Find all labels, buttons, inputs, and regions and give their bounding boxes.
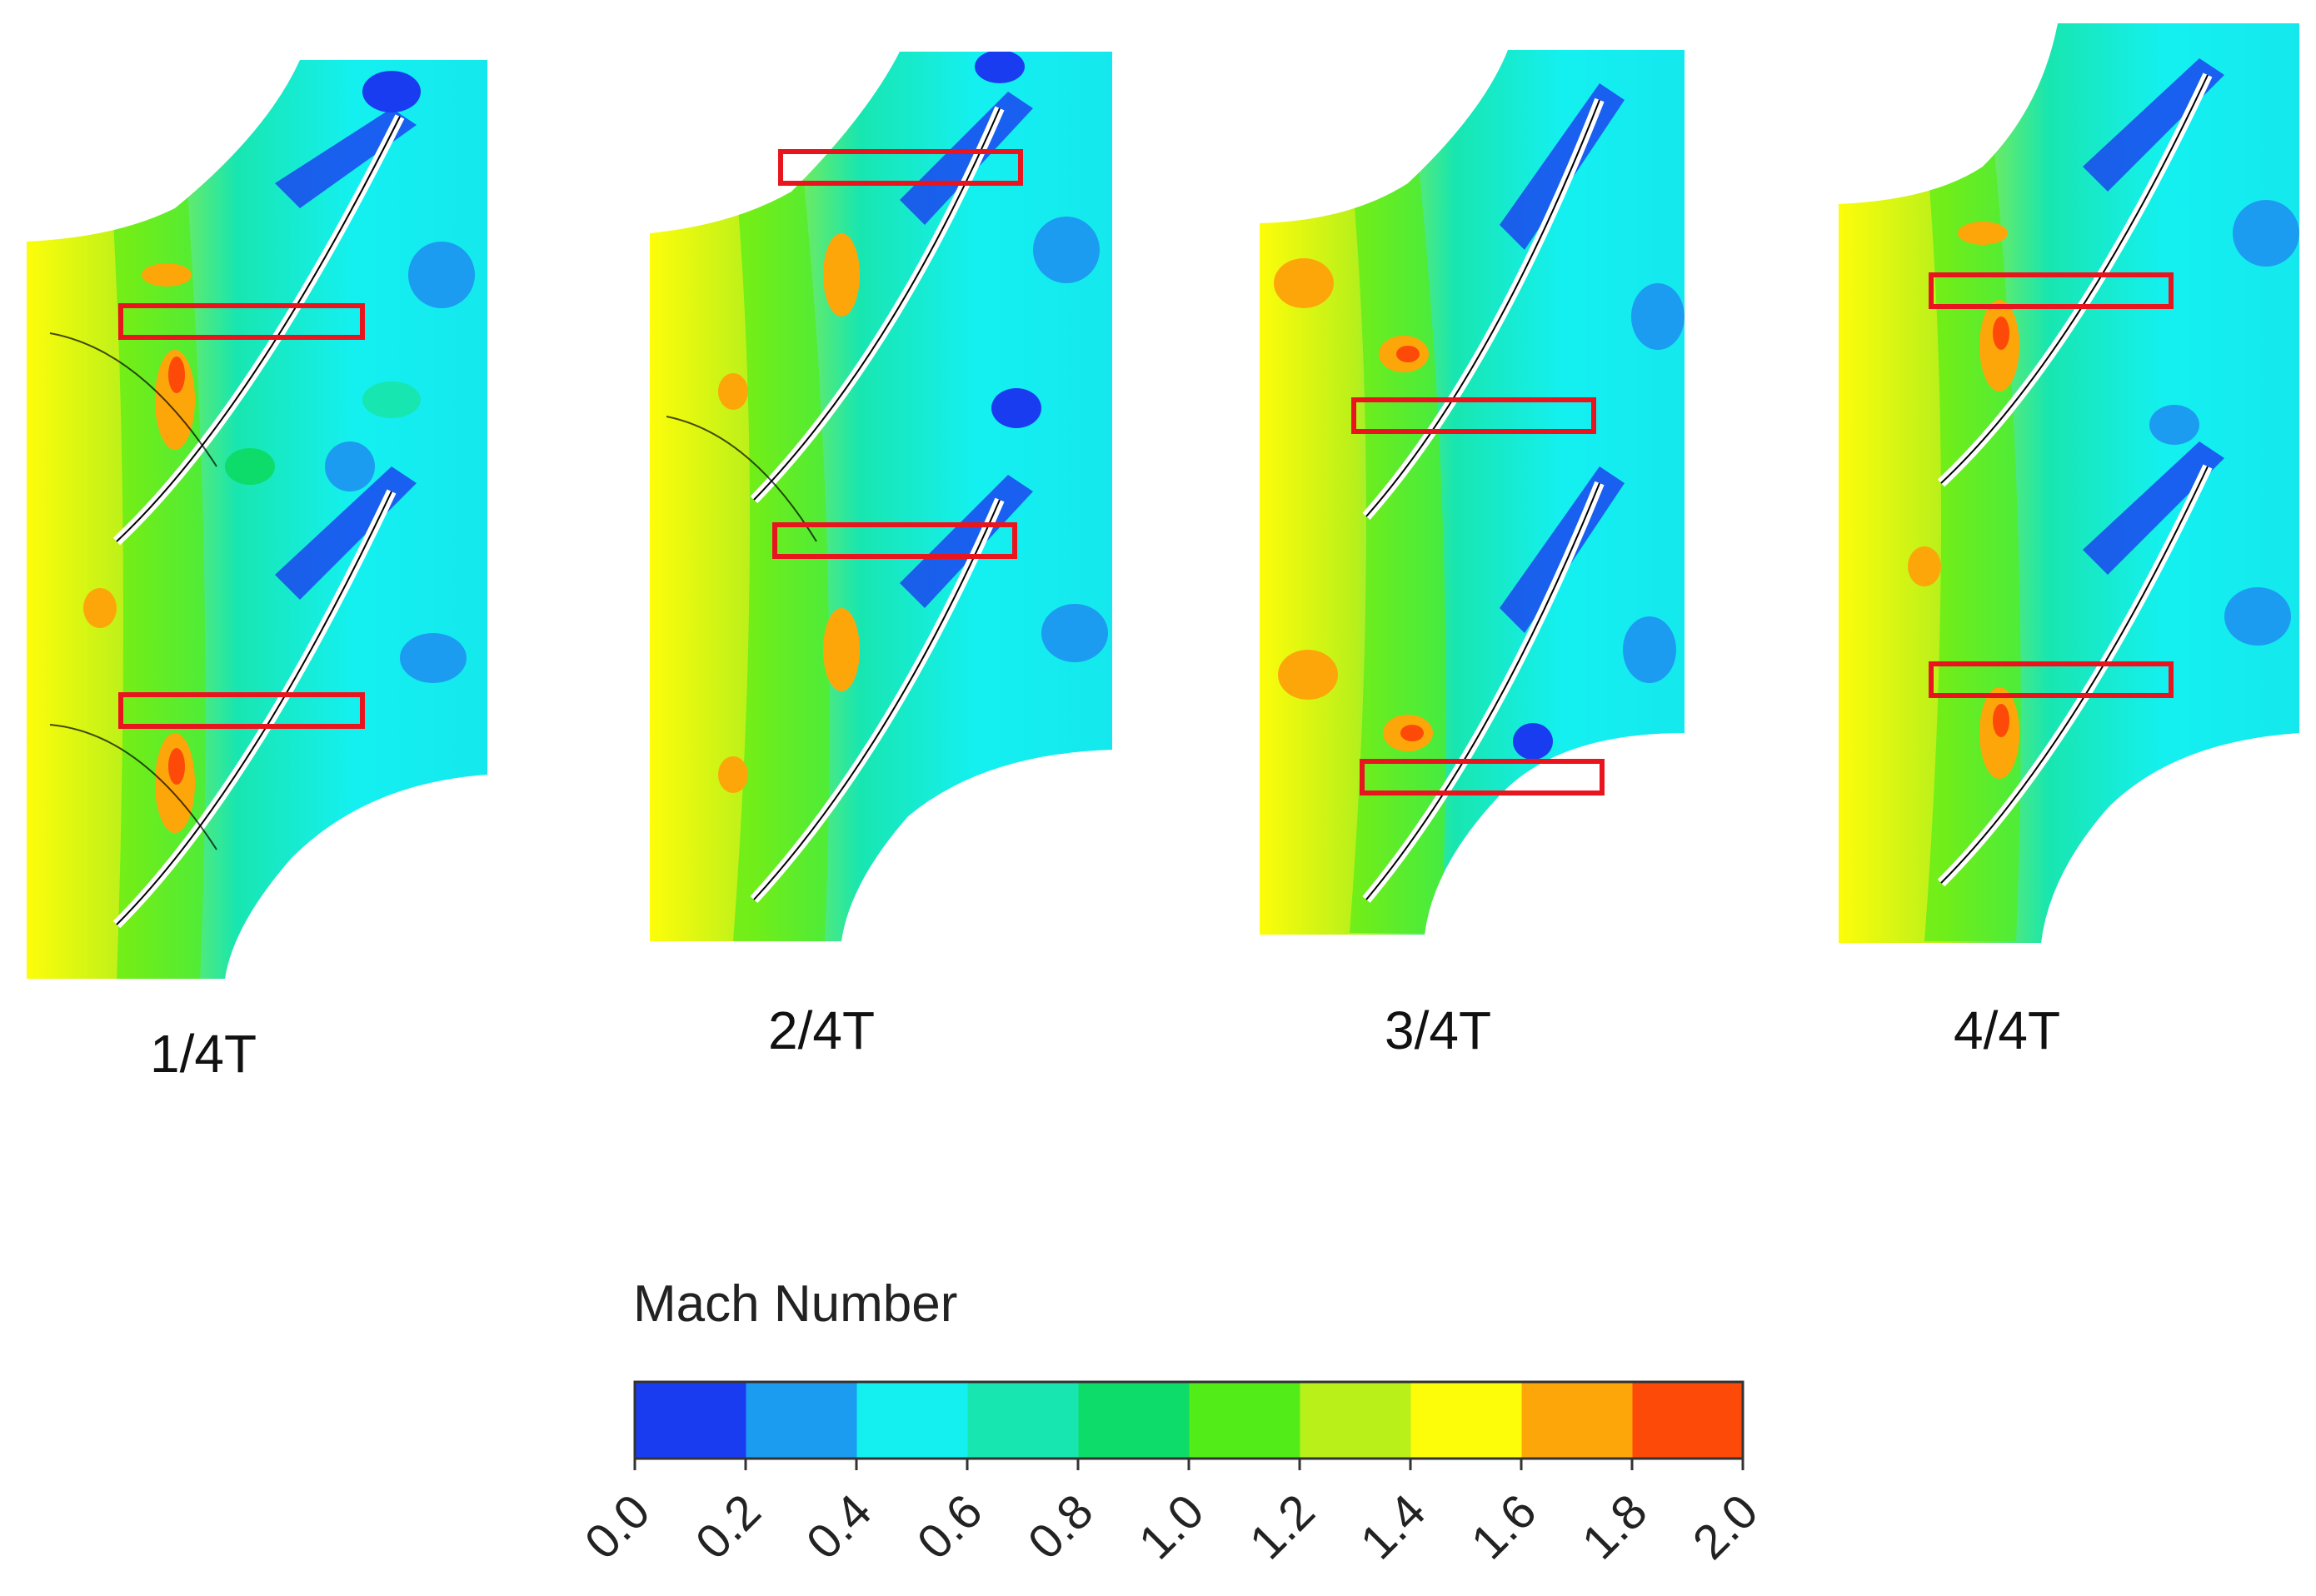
- colorbar-segment-3: [967, 1382, 1079, 1459]
- contour-panel-4: [1839, 23, 2299, 943]
- colorbar-title: Mach Number: [633, 1275, 958, 1333]
- panel-label-2: 2/4T: [768, 1000, 876, 1060]
- colorbar-segment-6: [1300, 1382, 1411, 1459]
- colorbar-segment-7: [1410, 1382, 1522, 1459]
- colorbar-segment-8: [1521, 1382, 1633, 1459]
- contour-panel-1: [27, 60, 487, 979]
- colorbar-segment-1: [746, 1382, 857, 1459]
- contour-panel-3: [1260, 50, 1685, 935]
- colorbar-segment-5: [1189, 1382, 1300, 1459]
- colorbar-segment-2: [856, 1382, 968, 1459]
- panel-label-1: 1/4T: [150, 1024, 257, 1084]
- mach-colorbar: [633, 1380, 1744, 1470]
- panel-label-3: 3/4T: [1385, 1000, 1492, 1060]
- panel-label-4: 4/4T: [1954, 1000, 2061, 1060]
- colorbar-segment-0: [635, 1382, 746, 1459]
- colorbar-segment-9: [1632, 1382, 1744, 1459]
- colorbar-segment-4: [1078, 1382, 1190, 1459]
- contour-panel-2: [650, 52, 1112, 941]
